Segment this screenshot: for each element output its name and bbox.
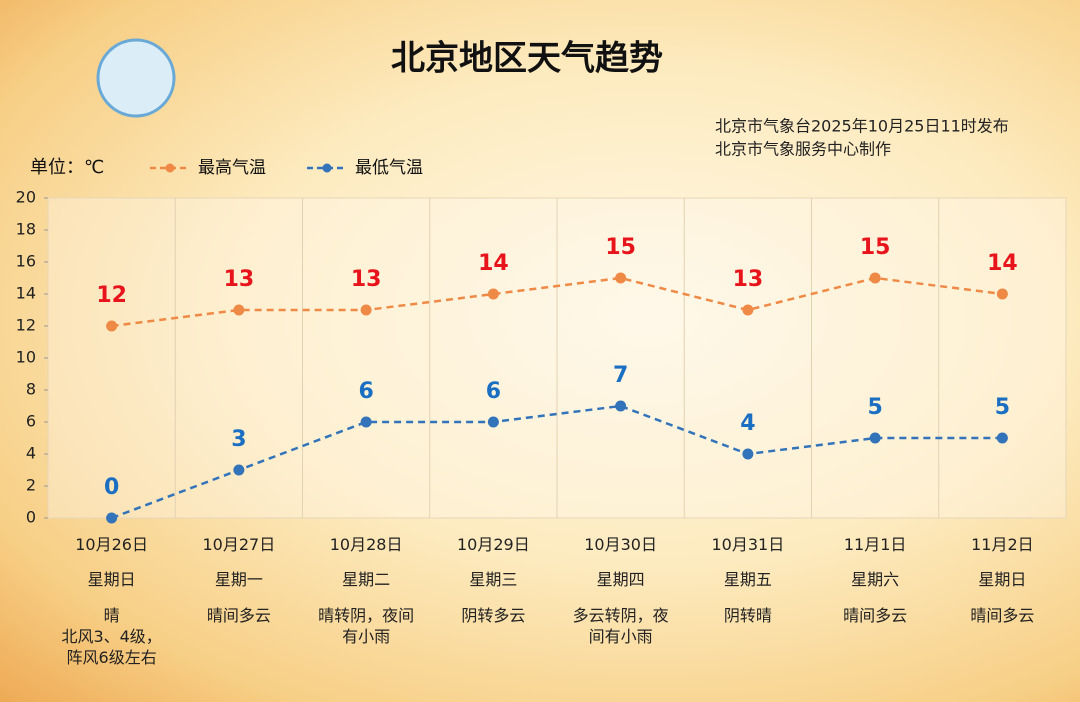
weather: 晴 [103,606,120,625]
x-tick-label: 10月28日 [329,535,403,554]
y-tick-label: 18 [16,220,36,239]
data-label: 7 [613,363,628,388]
point [615,400,627,412]
weekday: 星期日 [87,570,136,589]
point [869,432,881,444]
y-tick-label: 14 [16,284,36,303]
series-line [111,276,1003,328]
y-tick-label: 16 [16,252,36,271]
source: 北京市气象台2025年10月25日11时发布 [715,117,1009,136]
series-line [111,404,1003,520]
data-label: 13 [224,267,255,292]
point [615,272,627,284]
data-label: 3 [231,427,246,452]
y-tick-label: 2 [26,476,36,495]
point [996,432,1008,444]
weather: 晴间多云 [970,606,1035,625]
point [996,288,1008,300]
y-tick-label: 10 [16,348,36,367]
data-label: 14 [478,251,509,276]
legend-marker [322,163,332,173]
weather: 晴间多云 [206,606,271,625]
y-tick-label: 0 [26,508,36,527]
weekday: 星期日 [978,570,1027,589]
point [360,416,372,428]
y-tick-label: 4 [26,444,36,463]
x-tick-label: 10月26日 [75,535,148,554]
x-tick-label: 10月31日 [711,535,785,554]
weather: 阴转多云 [461,606,526,625]
weather: 阴转晴 [723,606,772,625]
data-label: 6 [486,379,501,404]
data-label: 14 [987,251,1018,276]
point [106,512,118,524]
x-tick-label: 10月29日 [457,535,530,554]
legend-label: 最高气温 [198,158,266,178]
point [360,304,372,316]
weekday: 星期一 [214,570,263,589]
y-tick-label: 6 [26,412,36,431]
y-tick-label: 8 [26,380,36,399]
y-tick-label: 12 [16,316,36,335]
point [106,320,118,332]
chart-title: 北京地区天气趋势 [391,39,663,79]
weekday: 星期三 [469,570,518,589]
data-label: 5 [867,395,882,420]
unit: 单位：℃ [30,157,104,178]
data-label: 15 [605,235,636,260]
weather: 多云转阴，夜间有小雨 [572,606,669,646]
weekday: 星期四 [596,570,645,589]
point [233,304,245,316]
weather: 晴转阴，夜间有小雨 [318,606,415,646]
legend-marker [165,163,175,173]
data-label: 5 [995,395,1010,420]
x-tick-label: 10月30日 [584,535,657,554]
x-tick-label: 11月2日 [971,535,1034,554]
point [742,448,754,460]
wind: 北风3、4级，阵风6级左右 [61,627,162,667]
point [233,464,245,476]
data-label: 13 [351,267,382,292]
data-label: 15 [860,235,891,260]
point [487,416,499,428]
y-tick-label: 20 [16,188,36,207]
data-label: 6 [358,379,373,404]
weekday: 星期二 [342,570,391,589]
legend-label: 最低气温 [355,158,423,178]
x-tick-label: 11月1日 [843,535,907,554]
weekday: 星期六 [851,570,900,589]
logo [96,38,176,118]
weekday: 星期五 [723,570,772,589]
data-label: 4 [740,411,755,436]
x-tick-label: 10月27日 [202,535,276,554]
point [869,272,881,284]
weather: 晴间多云 [843,606,908,625]
data-label: 0 [104,475,119,500]
point [742,304,754,316]
point [487,288,499,300]
source: 北京市气象服务中心制作 [715,140,891,159]
data-label: 12 [96,283,127,308]
data-label: 13 [733,267,764,292]
